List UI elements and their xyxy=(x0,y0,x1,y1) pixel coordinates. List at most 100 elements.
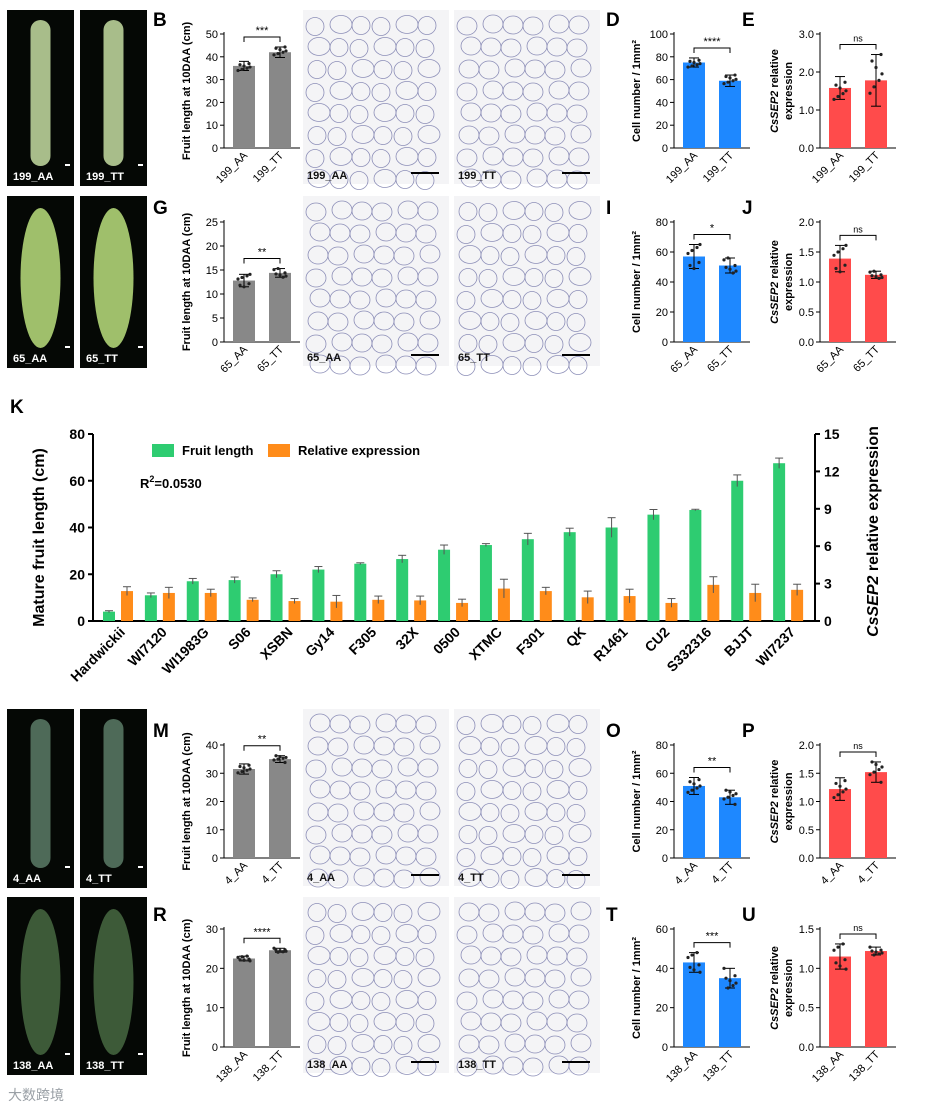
cell-outline xyxy=(349,781,371,801)
significance-label: ** xyxy=(258,734,267,746)
cell-outline xyxy=(371,992,391,1011)
cell-outline xyxy=(544,335,564,354)
cell-outline xyxy=(500,947,522,967)
legend-label-expression: Relative expression xyxy=(298,443,420,458)
data-point xyxy=(870,760,874,764)
bar xyxy=(829,258,851,342)
k-left-tick-label: 80 xyxy=(69,426,85,442)
y-tick-label: 0.5 xyxy=(799,825,814,837)
data-point xyxy=(834,961,838,965)
cell-outline xyxy=(570,1033,592,1053)
y-tick-label: 40 xyxy=(206,740,218,752)
cell-outline xyxy=(456,848,476,867)
panel-letter-p: P xyxy=(742,721,755,742)
cell-outline xyxy=(500,804,520,823)
cell-outline xyxy=(524,202,544,221)
bar xyxy=(269,759,291,858)
cell-outline xyxy=(502,847,522,866)
data-point xyxy=(874,762,878,767)
y-tick-label: 0 xyxy=(212,143,218,155)
data-point xyxy=(695,63,699,67)
cell-outline xyxy=(305,1058,325,1077)
data-point xyxy=(731,983,735,988)
cell-outline xyxy=(349,290,371,310)
x-tick-label: 199_AA xyxy=(214,149,251,186)
data-point xyxy=(688,965,692,969)
y-tick-label: 30 xyxy=(206,75,218,87)
expression-chart: 0.0 0.5 1.0 1.5 2.0 65_AA 65_TT ns CsSEP2 relati… xyxy=(769,217,896,375)
cell-outline xyxy=(502,715,522,734)
section-label: 65_TT xyxy=(458,352,490,364)
data-point xyxy=(697,963,701,967)
cell-outline xyxy=(351,925,371,944)
cell-outline xyxy=(349,1014,369,1033)
data-point xyxy=(686,790,690,794)
cell-outline xyxy=(305,149,325,168)
significance-label: ns xyxy=(853,923,863,933)
k-left-tick-label: 60 xyxy=(69,473,85,489)
significance-bracket xyxy=(839,933,877,939)
data-point xyxy=(836,793,840,797)
data-point xyxy=(240,955,244,959)
cell-outline xyxy=(351,82,371,101)
cell-outline xyxy=(570,124,592,144)
y-tick-label: 0.5 xyxy=(799,1003,814,1015)
cell-outline xyxy=(566,247,586,266)
y-tick-label: 20 xyxy=(206,797,218,809)
expression-bar xyxy=(497,588,510,621)
cell-outline xyxy=(417,267,439,287)
cell-outline xyxy=(417,82,437,101)
data-point xyxy=(734,269,738,273)
cell-outline xyxy=(393,737,415,757)
data-point xyxy=(248,272,252,276)
data-point xyxy=(843,778,847,783)
cell-outline xyxy=(419,867,441,887)
cell-outline xyxy=(417,59,441,78)
cell-outline xyxy=(395,104,415,123)
data-point xyxy=(832,253,836,257)
cell-outline xyxy=(371,17,391,36)
data-point xyxy=(868,773,872,777)
y-tick-label: 80 xyxy=(656,217,668,229)
cell-outline xyxy=(524,334,544,353)
x-tick-label: 65_TT xyxy=(851,343,882,374)
y-tick-label: 1.5 xyxy=(799,247,814,259)
expression-bar xyxy=(707,584,720,621)
histology-section-tt: 138_TT xyxy=(454,897,600,1077)
data-point xyxy=(697,260,701,265)
cell-outline xyxy=(417,1034,441,1053)
cell-outline xyxy=(566,104,588,124)
bar xyxy=(269,272,291,342)
cell-outline xyxy=(458,759,478,778)
k-category-label: CU2 xyxy=(641,624,672,655)
data-point xyxy=(276,757,280,761)
cell-outline xyxy=(544,126,566,146)
scale-bar xyxy=(562,1061,590,1063)
bar xyxy=(683,962,705,1047)
fruit-length-bar xyxy=(186,581,199,621)
cell-outline xyxy=(568,333,592,352)
fruit-length-bar xyxy=(647,514,660,621)
cell-outline xyxy=(480,869,500,888)
k-category-label: WI1983G xyxy=(159,624,212,677)
cell-outline xyxy=(522,1057,544,1077)
expression-bar xyxy=(581,597,594,621)
legend-swatch-expression xyxy=(268,444,290,457)
fruit-shape xyxy=(103,20,124,166)
cell-outline xyxy=(417,824,439,844)
k-category-label: XTMC xyxy=(466,624,505,663)
panel-k-chart: 02040608003691215HardwickiiWI7120WI1983G… xyxy=(31,426,882,685)
cell-outline xyxy=(419,310,441,330)
y-tick-label: 0 xyxy=(212,1042,218,1054)
cell-outline xyxy=(500,38,522,58)
data-point xyxy=(236,771,240,775)
scale-bar xyxy=(562,874,590,876)
bar xyxy=(269,52,291,148)
cell-outline xyxy=(305,759,327,779)
expression-bar xyxy=(414,600,427,621)
k-category-label: R1461 xyxy=(590,624,631,665)
watermark: 大数跨境 xyxy=(8,1087,64,1103)
